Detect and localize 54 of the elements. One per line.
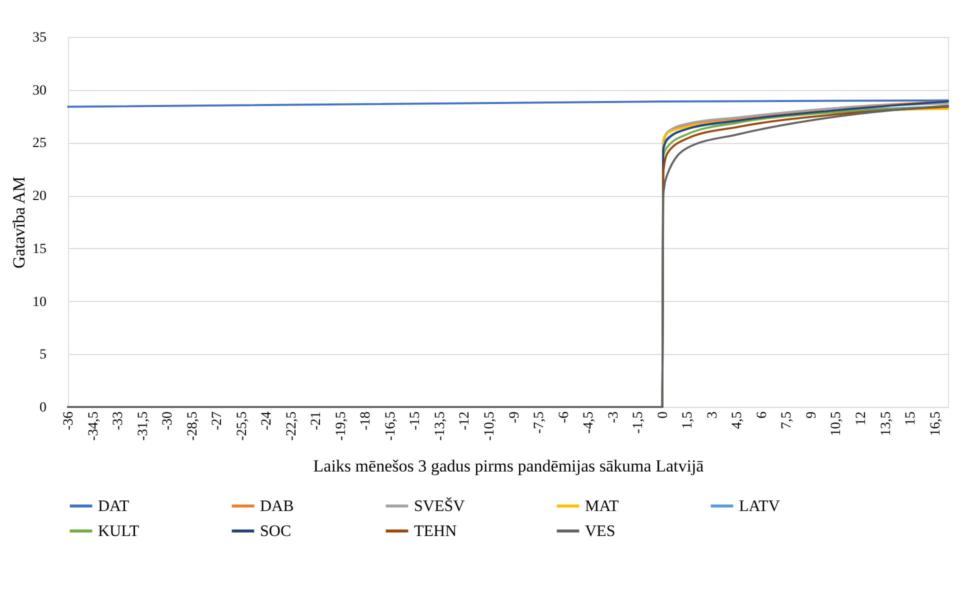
y-tick-label: 5 xyxy=(40,348,46,363)
y-tick-label: 30 xyxy=(32,83,46,98)
legend-label: DAB xyxy=(260,498,294,515)
legend-label: SVEŠV xyxy=(414,497,466,515)
x-tick-label: -33 xyxy=(111,412,126,430)
y-tick-label: 15 xyxy=(32,242,46,257)
x-tick-label: 12 xyxy=(854,412,869,426)
x-tick-label: -16,5 xyxy=(383,412,398,441)
x-tick-label: -34,5 xyxy=(86,412,102,441)
x-tick-label: -3 xyxy=(606,412,622,424)
x-tick-label: -27 xyxy=(210,412,226,430)
x-tick-label: 6 xyxy=(754,412,770,418)
x-tick-label: 9 xyxy=(804,412,820,418)
x-tick-label: -7,5 xyxy=(532,412,548,434)
x-tick-label: -12 xyxy=(458,412,473,430)
x-tick-label: -36 xyxy=(62,412,76,430)
legend-label: SOC xyxy=(260,523,292,540)
x-tick-label: -24 xyxy=(260,412,275,430)
x-tick-label: -4,5 xyxy=(582,412,597,434)
x-tick-label: -25,5 xyxy=(234,412,250,441)
x-tick-label: 15 xyxy=(904,412,919,426)
x-tick-label: -15 xyxy=(408,412,424,430)
x-tick-label: 3 xyxy=(705,412,720,418)
x-tick-label: -13,5 xyxy=(432,412,448,441)
y-tick-label: 35 xyxy=(32,30,46,46)
x-tick-label: 13,5 xyxy=(878,412,894,436)
legend-label: KULT xyxy=(98,523,140,540)
x-tick-label: -6 xyxy=(556,412,572,424)
x-tick-label: -22,5 xyxy=(284,412,300,441)
x-tick-label: -9 xyxy=(507,412,522,424)
x-axis-title: Laiks mēnešos 3 gadus pirms pandēmijas sākuma Latvijā xyxy=(313,456,704,476)
legend-label: MAT xyxy=(585,498,620,515)
legend-label: LATV xyxy=(739,498,780,515)
y-axis-title: Gatavība AM xyxy=(10,176,28,269)
x-tick-label: -1,5 xyxy=(631,412,646,434)
x-tick-label: 1,5 xyxy=(680,412,696,429)
legend-label: VES xyxy=(585,523,616,540)
x-tick-label: -18 xyxy=(358,412,374,430)
x-tick-label: 0 xyxy=(656,412,671,418)
x-tick-label: -31,5 xyxy=(136,412,151,441)
x-tick-label: 16,5 xyxy=(928,412,944,436)
x-tick-label: -28,5 xyxy=(185,412,200,441)
x-tick-label: 10,5 xyxy=(829,412,844,436)
y-tick-label: 20 xyxy=(32,189,46,204)
x-tick-label: -10,5 xyxy=(482,412,498,441)
x-tick-label: 7,5 xyxy=(780,412,795,429)
y-tick-label: 25 xyxy=(32,136,46,152)
x-tick-label: 4,5 xyxy=(730,412,746,429)
x-tick-label: -30 xyxy=(160,412,176,430)
legend-label: DAT xyxy=(98,498,130,515)
x-tick-label: -19,5 xyxy=(334,412,349,441)
legend-label: TEHN xyxy=(414,523,458,540)
x-tick-label: -21 xyxy=(309,412,324,430)
y-tick-label: 10 xyxy=(32,294,46,310)
